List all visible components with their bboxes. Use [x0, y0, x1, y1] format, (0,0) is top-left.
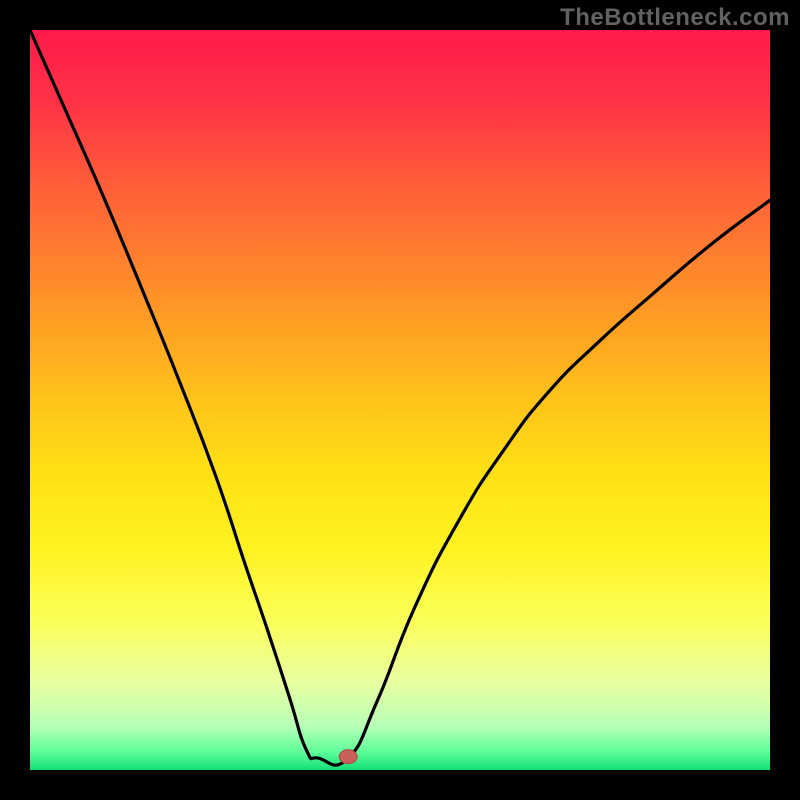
bottleneck-chart: [0, 0, 800, 800]
chart-stage: TheBottleneck.com: [0, 0, 800, 800]
plot-background: [30, 30, 770, 770]
optimal-point-marker: [339, 750, 357, 764]
